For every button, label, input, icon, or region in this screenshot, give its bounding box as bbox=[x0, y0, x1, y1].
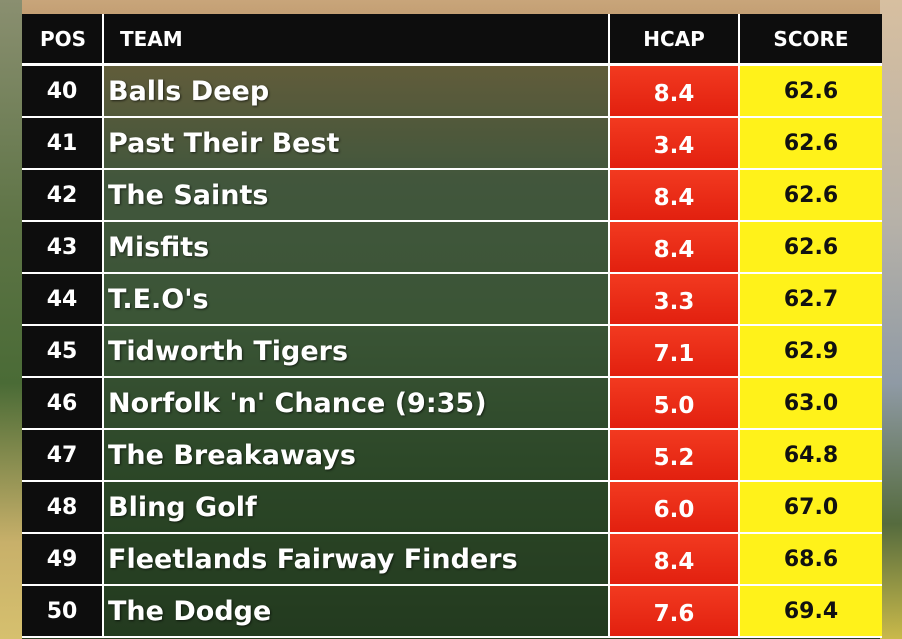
position-cell: 42 bbox=[22, 170, 104, 222]
team-name-cell: The Breakaways bbox=[104, 430, 610, 482]
table-row: 42 The Saints 8.4 62.6 bbox=[22, 170, 882, 222]
position-cell: 41 bbox=[22, 118, 104, 170]
handicap-cell: 6.0 bbox=[610, 482, 740, 534]
background-scenery-left bbox=[0, 0, 22, 639]
team-name-cell: Past Their Best bbox=[104, 118, 610, 170]
handicap-cell: 5.0 bbox=[610, 378, 740, 430]
table-row: 47 The Breakaways 5.2 64.8 bbox=[22, 430, 882, 482]
table-row: 41 Past Their Best 3.4 62.6 bbox=[22, 118, 882, 170]
position-cell: 43 bbox=[22, 222, 104, 274]
handicap-cell: 8.4 bbox=[610, 534, 740, 586]
table-body: 40 Balls Deep 8.4 62.6 41 Past Their Best 3.4 6… bbox=[22, 66, 882, 638]
handicap-cell: 8.4 bbox=[610, 170, 740, 222]
team-name-cell: Norfolk 'n' Chance (9:35) bbox=[104, 378, 610, 430]
header-score: SCORE bbox=[740, 14, 882, 66]
score-cell: 62.6 bbox=[740, 66, 882, 118]
team-name-cell: The Dodge bbox=[104, 586, 610, 638]
score-cell: 62.6 bbox=[740, 222, 882, 274]
table-row: 46 Norfolk 'n' Chance (9:35) 5.0 63.0 bbox=[22, 378, 882, 430]
position-cell: 44 bbox=[22, 274, 104, 326]
background-scenery-right bbox=[880, 0, 902, 639]
table-header: POS TEAM HCAP SCORE bbox=[22, 14, 882, 66]
score-cell: 62.6 bbox=[740, 118, 882, 170]
table-row: 40 Balls Deep 8.4 62.6 bbox=[22, 66, 882, 118]
team-name-cell: Misfits bbox=[104, 222, 610, 274]
handicap-cell: 7.1 bbox=[610, 326, 740, 378]
position-cell: 49 bbox=[22, 534, 104, 586]
position-cell: 46 bbox=[22, 378, 104, 430]
team-name-cell: Tidworth Tigers bbox=[104, 326, 610, 378]
team-name-cell: Balls Deep bbox=[104, 66, 610, 118]
handicap-cell: 3.3 bbox=[610, 274, 740, 326]
handicap-cell: 8.4 bbox=[610, 66, 740, 118]
score-cell: 69.4 bbox=[740, 586, 882, 638]
header-hcap: HCAP bbox=[610, 14, 740, 66]
table-row: 43 Misfits 8.4 62.6 bbox=[22, 222, 882, 274]
position-cell: 48 bbox=[22, 482, 104, 534]
handicap-cell: 5.2 bbox=[610, 430, 740, 482]
score-cell: 62.9 bbox=[740, 326, 882, 378]
team-name-cell: T.E.O's bbox=[104, 274, 610, 326]
header-pos: POS bbox=[22, 14, 104, 66]
table-row: 48 Bling Golf 6.0 67.0 bbox=[22, 482, 882, 534]
team-name-cell: Bling Golf bbox=[104, 482, 610, 534]
score-cell: 64.8 bbox=[740, 430, 882, 482]
leaderboard-table: POS TEAM HCAP SCORE 40 Balls Deep 8.4 62.6 4… bbox=[22, 14, 882, 639]
handicap-cell: 7.6 bbox=[610, 586, 740, 638]
position-cell: 45 bbox=[22, 326, 104, 378]
table-row: 45 Tidworth Tigers 7.1 62.9 bbox=[22, 326, 882, 378]
team-name-cell: Fleetlands Fairway Finders bbox=[104, 534, 610, 586]
table-row: 44 T.E.O's 3.3 62.7 bbox=[22, 274, 882, 326]
position-cell: 40 bbox=[22, 66, 104, 118]
team-name-cell: The Saints bbox=[104, 170, 610, 222]
score-cell: 67.0 bbox=[740, 482, 882, 534]
score-cell: 62.7 bbox=[740, 274, 882, 326]
score-cell: 68.6 bbox=[740, 534, 882, 586]
table-row: 50 The Dodge 7.6 69.4 bbox=[22, 586, 882, 638]
header-team: TEAM bbox=[104, 14, 610, 66]
score-cell: 62.6 bbox=[740, 170, 882, 222]
handicap-cell: 8.4 bbox=[610, 222, 740, 274]
position-cell: 47 bbox=[22, 430, 104, 482]
position-cell: 50 bbox=[22, 586, 104, 638]
handicap-cell: 3.4 bbox=[610, 118, 740, 170]
score-cell: 63.0 bbox=[740, 378, 882, 430]
table-row: 49 Fleetlands Fairway Finders 8.4 68.6 bbox=[22, 534, 882, 586]
